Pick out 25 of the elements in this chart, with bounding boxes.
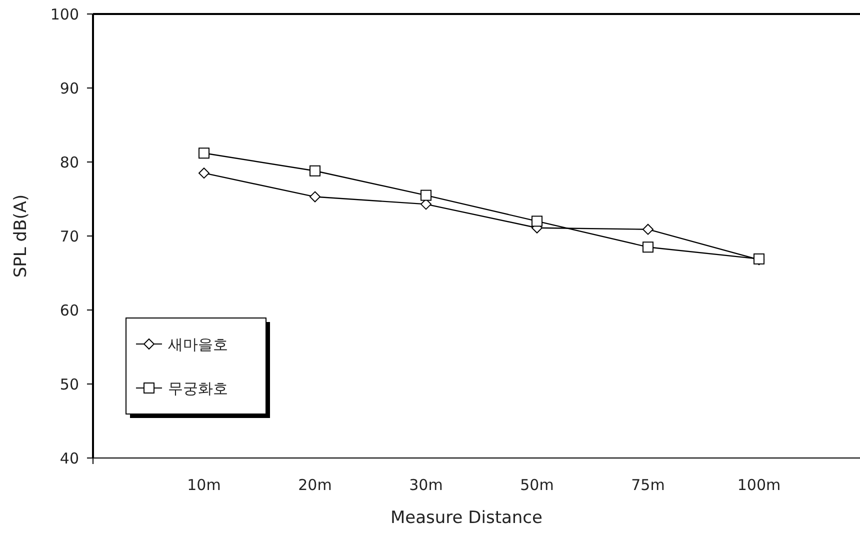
x-tick-label: 100m — [737, 476, 781, 494]
y-tick-label: 80 — [60, 153, 79, 172]
x-tick-label: 10m — [187, 476, 221, 494]
point — [532, 216, 542, 227]
point — [420, 190, 432, 201]
y-tick-label: 70 — [60, 227, 79, 246]
point — [310, 191, 320, 202]
point — [642, 224, 654, 235]
point — [198, 168, 210, 179]
x-tick-label: 30m — [409, 476, 443, 494]
point — [198, 148, 210, 159]
y-tick-label: 100 — [50, 5, 79, 24]
y-tick-label: 40 — [60, 449, 79, 468]
y-tick-label: 90 — [60, 79, 79, 98]
y-axis-title: SPL dB(A) — [11, 194, 31, 278]
x-axis-title: Measure Distance — [390, 508, 542, 528]
point — [310, 165, 320, 176]
x-tick-label: 75m — [631, 476, 665, 494]
y-tick-label: 60 — [60, 301, 79, 320]
legend-label: 새마을호 — [168, 335, 228, 354]
x-tick-label: 50m — [520, 476, 554, 494]
x-tick-label: 20m — [298, 476, 332, 494]
point — [642, 242, 654, 253]
y-tick-label: 50 — [60, 375, 79, 394]
legend-label: 무궁화호 — [168, 379, 228, 398]
